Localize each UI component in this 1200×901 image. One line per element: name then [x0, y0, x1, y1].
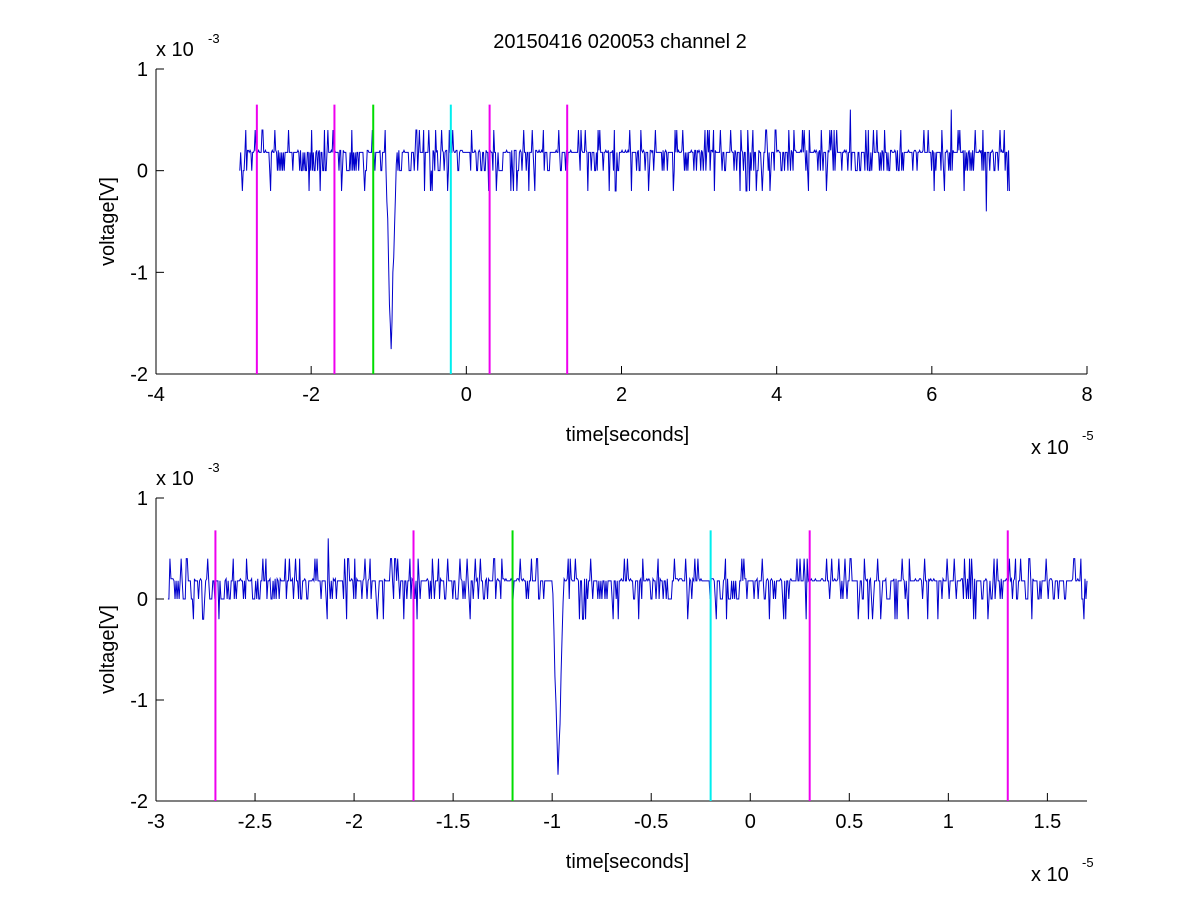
- x-tick-label: -3: [147, 811, 165, 833]
- x-tick-label: 8: [1081, 384, 1092, 406]
- x-exponent-label: x 10: [1031, 437, 1069, 459]
- top-subplot: -4 -2 0 2 4 6 8-2-101time[seconds]voltage[V]x …: [97, 31, 1094, 459]
- x-tick-label: 0: [461, 384, 472, 406]
- x-exponent-power: -5: [1082, 428, 1094, 443]
- y-tick-label: 1: [137, 488, 148, 510]
- x-tick-label: 6: [926, 384, 937, 406]
- y-tick-label: 1: [137, 59, 148, 81]
- y-tick-label: -2: [130, 364, 148, 386]
- y-exponent-power: -3: [208, 460, 220, 475]
- bottom-subplot: -3 -2.5 -2 -1.5 -1 -0.5 0 0.5 1 1.5 -2 -1 0 1 time[sec…: [97, 460, 1094, 886]
- x-tick-label: 4: [771, 384, 782, 406]
- y-tick-label: -2: [130, 791, 148, 813]
- y-exponent-power: -3: [208, 31, 220, 46]
- y-exponent-label: x 10: [156, 468, 194, 490]
- x-tick-label: -1.5: [436, 811, 470, 833]
- y-axis-label: voltage[V]: [97, 177, 119, 266]
- x-tick-label: -2.5: [238, 811, 272, 833]
- y-axis-label: voltage[V]: [97, 605, 119, 694]
- x-tick-label: 0: [745, 811, 756, 833]
- y-tick-label: 0: [137, 589, 148, 611]
- y-tick-label: -1: [130, 690, 148, 712]
- x-exponent-power: -5: [1082, 855, 1094, 870]
- x-tick-label: 0.5: [835, 811, 863, 833]
- x-tick-label: -1: [543, 811, 561, 833]
- x-axis-label: time[seconds]: [566, 851, 689, 873]
- y-exponent-label: x 10: [156, 39, 194, 61]
- x-tick-label: 1: [943, 811, 954, 833]
- x-tick-label: -2: [345, 811, 363, 833]
- voltage-trace: [239, 109, 1010, 350]
- y-tick-label: 0: [137, 161, 148, 183]
- x-exponent-label: x 10: [1031, 864, 1069, 886]
- x-axis-label: time[seconds]: [566, 424, 689, 446]
- y-tick-label: -1: [130, 262, 148, 284]
- x-tick-label: 2: [616, 384, 627, 406]
- figure-title: 20150416 020053 channel 2: [493, 31, 747, 53]
- x-tick-label: -0.5: [634, 811, 668, 833]
- x-tick-label: -2: [302, 384, 320, 406]
- x-tick-label: -4: [147, 384, 165, 406]
- x-tick-label: 1.5: [1033, 811, 1061, 833]
- voltage-trace: [167, 538, 1088, 775]
